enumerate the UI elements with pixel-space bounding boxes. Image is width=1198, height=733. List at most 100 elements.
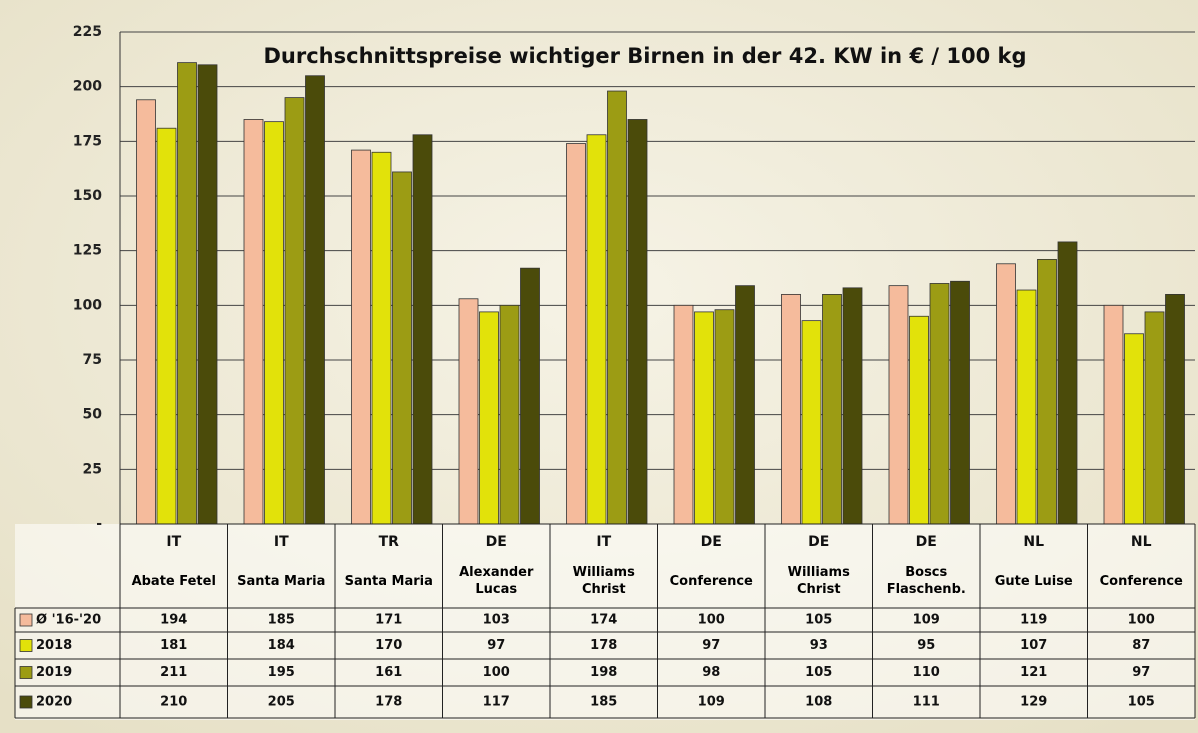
bar (888, 285, 909, 525)
bar (412, 134, 433, 525)
bar (1103, 304, 1124, 525)
table-value: 100 (483, 665, 510, 680)
table-background (15, 524, 1195, 720)
bar (801, 320, 822, 525)
y-tick-label: 25 (83, 461, 102, 477)
bar (714, 309, 735, 525)
table-value: 119 (1020, 613, 1047, 628)
table-value: 185 (268, 613, 295, 628)
x-tick-label: Abate Fetel (131, 573, 216, 589)
country-label: IT (166, 534, 181, 550)
y-tick-label: - (96, 516, 102, 532)
bar (1057, 241, 1078, 525)
table-value: 100 (698, 613, 725, 628)
table-value: 181 (160, 638, 187, 653)
x-tick-label: Williams Christ (572, 565, 635, 597)
bar (909, 315, 929, 525)
table-value: 174 (590, 613, 617, 628)
category-label-box: Santa Maria (237, 574, 325, 589)
table-value: 105 (805, 613, 832, 628)
table-value: 108 (805, 695, 832, 710)
y-tick-label: 100 (73, 297, 102, 313)
x-tick-label: Williams Christ (787, 565, 850, 597)
table-value: 110 (913, 665, 940, 680)
table-value: 109 (913, 613, 940, 628)
x-tick-label: Gute Luise (994, 573, 1073, 589)
table-value: 198 (590, 665, 617, 680)
bar (305, 75, 325, 525)
table-value: 185 (590, 695, 617, 710)
legend-swatch (19, 639, 33, 652)
table-value: 170 (375, 638, 402, 653)
bar (243, 119, 264, 525)
bar (371, 151, 392, 525)
bar (136, 99, 156, 525)
table-value: 195 (268, 665, 295, 680)
bar (1124, 333, 1144, 525)
bar (392, 171, 412, 525)
bar (627, 119, 648, 525)
table-value: 111 (913, 695, 940, 710)
bar (929, 283, 950, 525)
x-tick-label: Boscs Flaschenb. (886, 565, 966, 597)
country-label: IT (596, 534, 611, 550)
table-value: 93 (810, 638, 828, 653)
table-value: 105 (805, 665, 832, 680)
table-value: 117 (483, 695, 510, 710)
bar (566, 143, 586, 525)
bar (781, 293, 801, 525)
bar (607, 90, 627, 525)
legend-swatch (19, 666, 33, 679)
y-tick-label: 125 (73, 243, 102, 259)
bar (1165, 293, 1185, 525)
bar (950, 280, 970, 525)
table-value: 178 (375, 695, 402, 710)
table-value: 97 (1132, 665, 1150, 680)
y-tick-label: 200 (73, 79, 102, 95)
table-value: 171 (375, 613, 402, 628)
bar (1037, 259, 1057, 525)
legend-label: 2020 (36, 695, 72, 710)
table-value: 194 (160, 613, 187, 628)
country-label: IT (274, 534, 289, 550)
bar (177, 62, 197, 525)
bar (351, 149, 371, 525)
table-value: 97 (702, 638, 720, 653)
table-value: 103 (483, 613, 510, 628)
table-value: 211 (160, 665, 187, 680)
legend-label: Ø '16-'20 (36, 613, 101, 628)
category-label-box: Alexander Lucas (459, 565, 534, 597)
category-label-box: Santa Maria (344, 573, 433, 589)
country-label: DE (486, 534, 507, 550)
bar (479, 311, 499, 525)
bar (694, 311, 714, 525)
y-tick-label: 225 (73, 24, 102, 40)
bar (822, 293, 842, 525)
country-label: NL (1131, 534, 1152, 550)
x-tick-label: Conference (669, 573, 753, 589)
y-tick-label: 150 (73, 188, 102, 204)
y-tick-label: 175 (73, 133, 102, 149)
bar (458, 298, 479, 525)
table-value: 178 (590, 638, 617, 653)
category-label-box: Conference (1100, 574, 1183, 589)
x-tick-label: Santa Maria (344, 573, 433, 589)
table-value: 121 (1020, 665, 1047, 680)
bar (842, 287, 863, 525)
category-label-box: Williams Christ (787, 565, 850, 597)
bar (197, 64, 218, 525)
category-label-box: Williams Christ (572, 565, 635, 597)
country-label: DE (808, 534, 829, 550)
table-value: 109 (698, 695, 725, 710)
country-label: DE (701, 534, 722, 550)
y-tick-label: 50 (83, 407, 103, 423)
category-label-box: Abate Fetel (131, 573, 216, 589)
x-tick-label: Alexander Lucas (459, 565, 534, 597)
table-value: 184 (268, 638, 295, 653)
category-label-box: Boscs Flaschenb. (886, 565, 966, 597)
legend-swatch (19, 695, 33, 709)
table-value: 161 (375, 665, 402, 680)
bar (673, 304, 694, 525)
